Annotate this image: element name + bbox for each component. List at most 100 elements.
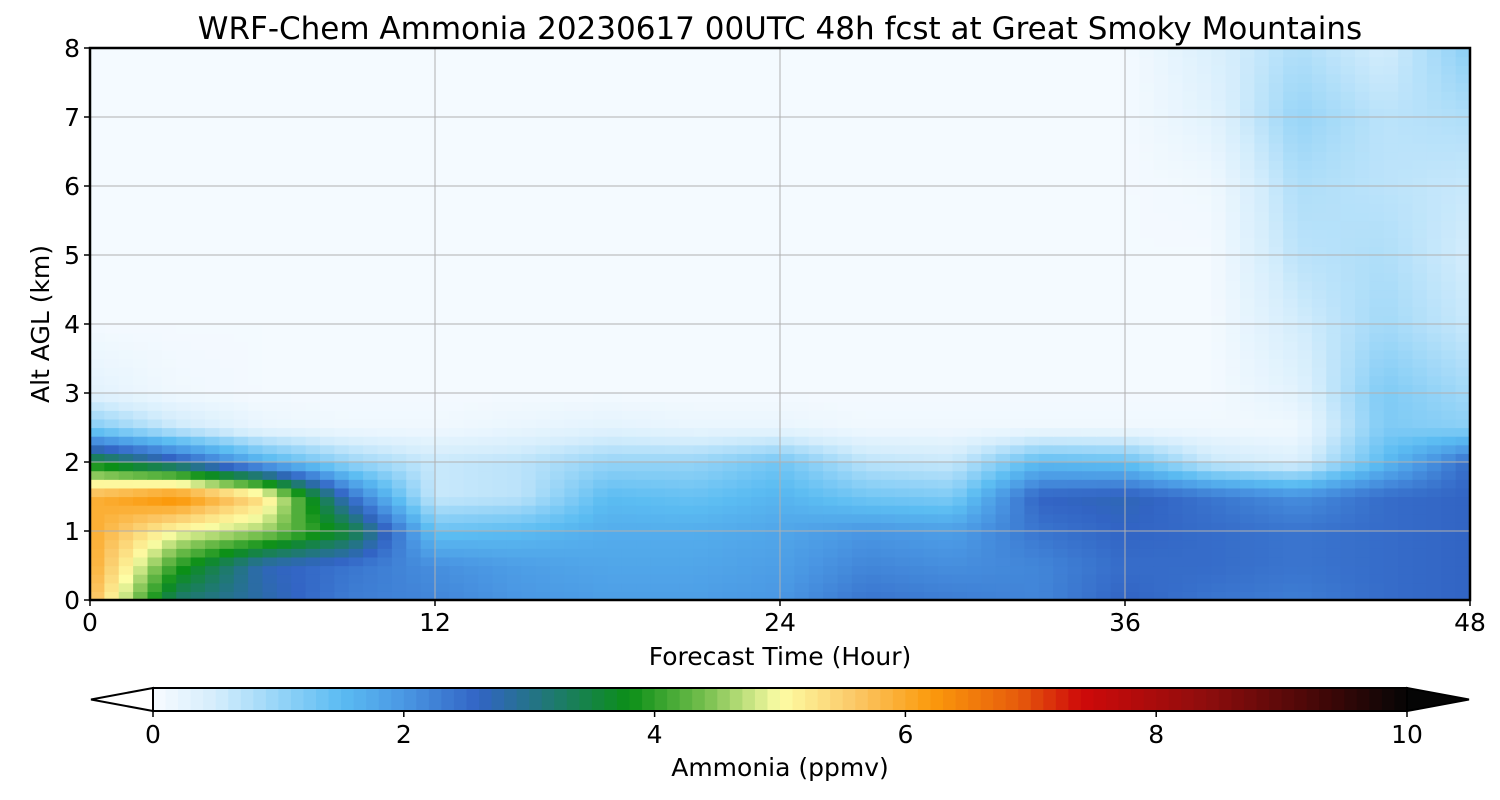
heatmap-cell — [521, 582, 537, 592]
heatmap-cell — [765, 211, 781, 222]
heatmap-cell — [478, 556, 494, 567]
heatmap-cell — [564, 263, 580, 273]
heatmap-cell — [1240, 160, 1255, 170]
heatmap-cell — [952, 332, 968, 342]
heatmap-cell — [1024, 203, 1040, 213]
heatmap-cell — [406, 384, 422, 394]
heatmap-cell — [1153, 444, 1169, 454]
heatmap-cell — [104, 168, 120, 178]
heatmap-cell — [377, 255, 393, 265]
heatmap-cell — [391, 324, 407, 334]
heatmap-cell — [1455, 272, 1470, 282]
heatmap-cell — [837, 393, 853, 403]
heatmap-cell — [1441, 565, 1457, 575]
heatmap-cell — [823, 582, 839, 592]
heatmap-cell — [1182, 211, 1198, 222]
heatmap-cell — [564, 487, 580, 498]
heatmap-cell — [751, 367, 767, 377]
heatmap-cell — [1139, 186, 1155, 196]
heatmap-cell — [1340, 522, 1356, 532]
heatmap-cell — [118, 384, 134, 394]
heatmap-cell — [909, 263, 925, 273]
heatmap-cell — [334, 280, 350, 291]
heatmap-cell — [880, 487, 896, 498]
heatmap-cell — [406, 591, 422, 600]
heatmap-cell — [420, 418, 436, 429]
heatmap-cell — [952, 229, 968, 239]
heatmap-cell — [621, 203, 637, 213]
heatmap-cell — [1254, 211, 1270, 222]
heatmap-cell — [1412, 565, 1428, 575]
heatmap-cell — [1081, 255, 1097, 265]
heatmap-cell — [1038, 522, 1054, 532]
heatmap-cell — [550, 427, 565, 437]
heatmap-cell — [607, 401, 623, 411]
heatmap-cell — [320, 487, 335, 498]
heatmap-cell — [363, 168, 379, 178]
heatmap-cell — [420, 177, 436, 187]
heatmap-cell — [334, 263, 350, 273]
heatmap-cell — [1240, 427, 1255, 437]
heatmap-cell — [851, 470, 867, 480]
heatmap-cell — [1024, 168, 1040, 178]
heatmap-cell — [1038, 220, 1054, 230]
heatmap-cell — [1081, 548, 1097, 558]
heatmap-cell — [895, 375, 910, 385]
heatmap-cell — [521, 375, 537, 385]
heatmap-cell — [219, 341, 235, 351]
heatmap-cell — [90, 341, 105, 351]
heatmap-cell — [391, 427, 407, 437]
heatmap-cell — [291, 324, 307, 334]
heatmap-cell — [1067, 229, 1083, 239]
heatmap-cell — [1038, 444, 1054, 454]
heatmap-cell — [966, 565, 982, 575]
heatmap-cell — [578, 194, 594, 204]
heatmap-cell — [880, 186, 896, 196]
heatmap-cell — [118, 453, 134, 463]
heatmap-cell — [823, 289, 839, 299]
heatmap-cell — [1254, 358, 1270, 368]
heatmap-cell — [219, 401, 235, 411]
heatmap-cell — [1297, 358, 1313, 368]
heatmap-cell — [535, 401, 551, 411]
heatmap-cell — [348, 280, 364, 291]
heatmap-cell — [161, 367, 177, 377]
heatmap-cell — [1398, 470, 1414, 480]
heatmap-cell — [118, 556, 134, 567]
heatmap-cell — [1010, 375, 1025, 385]
heatmap-cell — [909, 410, 925, 420]
heatmap-cell — [420, 272, 436, 282]
heatmap-cell — [1311, 418, 1327, 429]
heatmap-cell — [1268, 487, 1284, 498]
heatmap-cell — [262, 531, 278, 541]
heatmap-cell — [923, 306, 939, 316]
heatmap-cell — [1096, 220, 1112, 230]
heatmap-cell — [305, 531, 321, 541]
heatmap-cell — [1398, 306, 1414, 316]
heatmap-cell — [391, 479, 407, 489]
heatmap-cell — [794, 246, 810, 256]
heatmap-cell — [1455, 574, 1470, 584]
heatmap-cell — [161, 513, 177, 523]
heatmap-cell — [205, 263, 220, 273]
heatmap-cell — [895, 453, 910, 463]
heatmap-cell — [607, 556, 623, 567]
heatmap-cell — [1426, 393, 1442, 403]
heatmap-cell — [478, 272, 494, 282]
heatmap-cell — [1024, 565, 1040, 575]
heatmap-cell — [837, 462, 853, 472]
heatmap-cell — [334, 229, 350, 239]
heatmap-cell — [1010, 263, 1025, 273]
heatmap-cell — [463, 177, 479, 187]
heatmap-cell — [593, 522, 609, 532]
heatmap-cell — [463, 229, 479, 239]
heatmap-cell — [1053, 332, 1069, 342]
heatmap-cell — [233, 444, 249, 454]
heatmap-cell — [406, 315, 422, 325]
heatmap-cell — [665, 255, 680, 265]
heatmap-cell — [1398, 479, 1414, 489]
heatmap-cell — [880, 160, 896, 170]
heatmap-cell — [938, 591, 954, 600]
heatmap-cell — [1153, 358, 1169, 368]
heatmap-cell — [1211, 315, 1227, 325]
